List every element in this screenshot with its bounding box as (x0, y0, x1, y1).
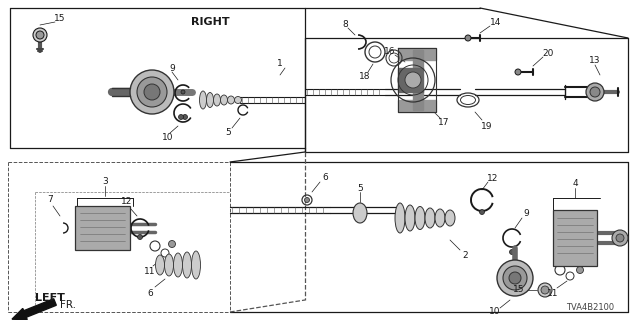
Circle shape (465, 35, 471, 41)
Ellipse shape (182, 252, 191, 278)
Text: 9: 9 (169, 63, 175, 73)
Circle shape (181, 90, 185, 94)
Circle shape (138, 235, 143, 239)
Ellipse shape (221, 95, 227, 105)
Ellipse shape (395, 203, 405, 233)
Circle shape (515, 69, 521, 75)
FancyArrow shape (12, 299, 56, 320)
Text: 4: 4 (572, 179, 578, 188)
Circle shape (586, 83, 604, 101)
Text: LEFT: LEFT (35, 293, 65, 303)
Text: TVA4B2100: TVA4B2100 (566, 303, 614, 313)
Circle shape (130, 70, 174, 114)
Circle shape (577, 267, 584, 274)
Polygon shape (398, 100, 436, 112)
Text: 15: 15 (54, 13, 66, 22)
Circle shape (168, 241, 175, 247)
Ellipse shape (156, 255, 164, 275)
Circle shape (541, 286, 549, 294)
Text: FR.: FR. (60, 300, 76, 310)
Text: 11: 11 (144, 268, 156, 276)
Polygon shape (413, 90, 423, 110)
Circle shape (612, 230, 628, 246)
Ellipse shape (425, 208, 435, 228)
Text: 6: 6 (322, 172, 328, 181)
Circle shape (509, 250, 515, 254)
Circle shape (144, 84, 160, 100)
Circle shape (179, 115, 184, 119)
Ellipse shape (234, 97, 241, 103)
Text: 5: 5 (357, 183, 363, 193)
Text: 19: 19 (481, 122, 493, 131)
Text: 5: 5 (225, 127, 231, 137)
Ellipse shape (214, 94, 221, 106)
Ellipse shape (435, 209, 445, 227)
Text: 10: 10 (163, 132, 173, 141)
Polygon shape (398, 68, 423, 92)
Text: 7: 7 (47, 196, 53, 204)
Ellipse shape (191, 251, 200, 279)
Text: 13: 13 (589, 55, 601, 65)
Text: 14: 14 (490, 18, 502, 27)
Text: RIGHT: RIGHT (191, 17, 229, 27)
Text: 18: 18 (359, 71, 371, 81)
Circle shape (182, 115, 188, 119)
Text: 16: 16 (384, 46, 396, 55)
Text: 11: 11 (547, 289, 559, 298)
Text: 8: 8 (342, 20, 348, 28)
Ellipse shape (353, 203, 367, 223)
Ellipse shape (207, 92, 214, 108)
Text: 2: 2 (462, 251, 468, 260)
Text: 3: 3 (102, 177, 108, 186)
Ellipse shape (164, 254, 173, 276)
Text: 20: 20 (542, 49, 554, 58)
Circle shape (137, 77, 167, 107)
Bar (553, 210, 597, 266)
Ellipse shape (173, 253, 182, 277)
Circle shape (33, 28, 47, 42)
Text: 17: 17 (438, 117, 450, 126)
Circle shape (538, 283, 552, 297)
Text: 9: 9 (523, 210, 529, 219)
Bar (75, 206, 130, 250)
Circle shape (509, 272, 521, 284)
Polygon shape (398, 48, 436, 60)
Text: 10: 10 (489, 308, 500, 316)
Ellipse shape (415, 206, 425, 229)
Text: 12: 12 (122, 197, 132, 206)
Circle shape (590, 87, 600, 97)
Circle shape (405, 72, 421, 88)
Circle shape (616, 234, 624, 242)
Polygon shape (413, 50, 423, 70)
Text: 1: 1 (277, 59, 283, 68)
Text: 12: 12 (487, 173, 499, 182)
Ellipse shape (445, 210, 455, 226)
Circle shape (479, 210, 484, 214)
Text: 15: 15 (513, 285, 525, 294)
Ellipse shape (227, 96, 234, 104)
Ellipse shape (200, 91, 207, 109)
Circle shape (36, 31, 44, 39)
Ellipse shape (405, 205, 415, 231)
Circle shape (503, 266, 527, 290)
Circle shape (305, 197, 310, 203)
Text: 6: 6 (147, 289, 153, 298)
Circle shape (497, 260, 533, 296)
